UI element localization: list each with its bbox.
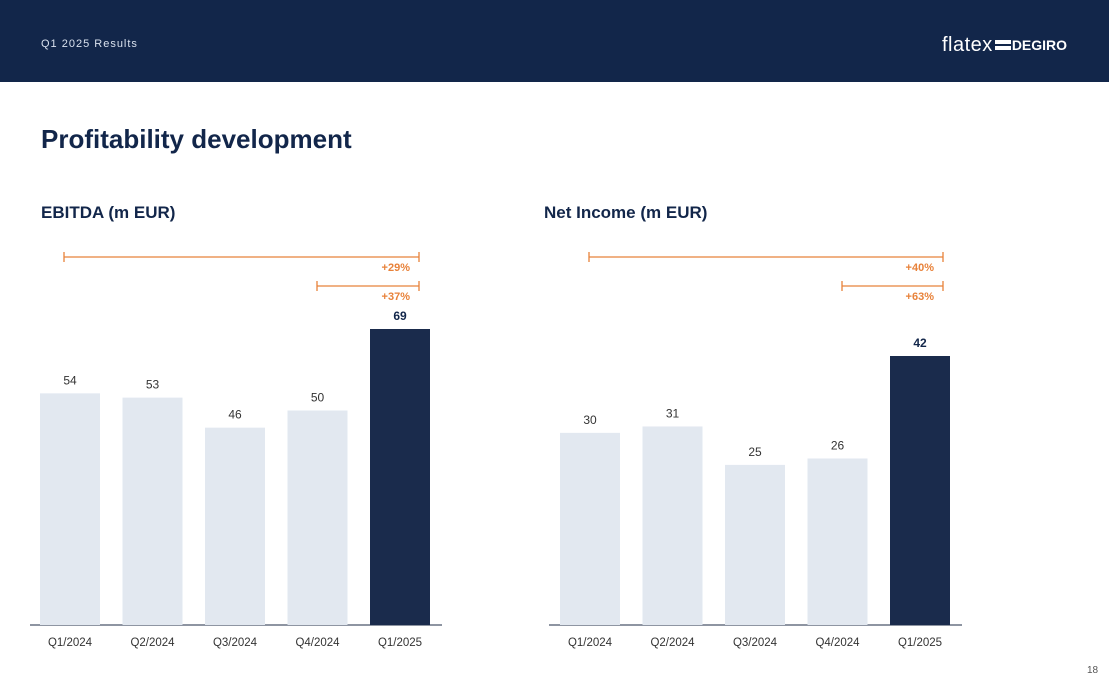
x-tick-label: Q1/2025 [378, 637, 422, 649]
page-title: Profitability development [41, 124, 352, 154]
growth-label: +29% [382, 262, 411, 274]
ebitda-chart-title: EBITDA (m EUR) [41, 203, 176, 222]
data-label: 25 [748, 445, 762, 459]
bar-Q1-2025 [370, 329, 430, 625]
report-subtitle: Q1 2025 Results [41, 38, 138, 50]
data-label: 31 [666, 406, 680, 420]
x-tick-label: Q4/2024 [295, 637, 340, 649]
bar-Q3-2024 [725, 464, 785, 625]
data-label: 53 [146, 378, 160, 392]
x-tick-label: Q3/2024 [733, 637, 778, 649]
logo-text-degiro: DEGIRO [1011, 37, 1068, 53]
bar-Q1-2025 [890, 356, 950, 625]
data-label: 69 [393, 309, 407, 323]
data-label: 26 [831, 438, 845, 452]
bar-Q1-2024 [560, 432, 620, 625]
bar-Q2-2024 [122, 397, 183, 625]
x-tick-label: Q3/2024 [213, 637, 258, 649]
growth-label: +63% [906, 291, 935, 303]
x-tick-label: Q2/2024 [130, 637, 175, 649]
x-tick-label: Q1/2024 [568, 637, 613, 649]
net-income-chart-title: Net Income (m EUR) [544, 203, 708, 222]
data-label: 46 [228, 408, 242, 422]
x-tick-label: Q1/2025 [898, 637, 942, 649]
ebitda-chart: 54 Q1/2024 53 Q2/2024 46 Q3/2024 50 Q4/2024 69 Q1… [30, 252, 442, 649]
data-label: 42 [913, 336, 927, 350]
bar-Q1-2024 [40, 393, 100, 625]
bar-Q3-2024 [205, 427, 265, 625]
x-tick-label: Q1/2024 [48, 637, 93, 649]
page-number: 18 [1087, 665, 1099, 676]
data-label: 50 [311, 391, 325, 405]
x-tick-label: Q2/2024 [650, 637, 695, 649]
growth-label: +40% [906, 262, 935, 274]
double-bar-icon [994, 39, 1011, 51]
bar-Q4-2024 [287, 410, 348, 625]
growth-label: +37% [382, 291, 411, 303]
data-label: 54 [63, 373, 77, 387]
bar-Q4-2024 [807, 458, 868, 625]
logo-text-flatex: flatex [942, 33, 993, 56]
company-logo: flatex DEGIRO [942, 34, 1067, 56]
x-tick-label: Q4/2024 [815, 637, 860, 649]
header-bar: Q1 2025 Results flatex DEGIRO [0, 0, 1109, 82]
data-label: 30 [583, 413, 597, 427]
bar-Q2-2024 [642, 426, 703, 625]
